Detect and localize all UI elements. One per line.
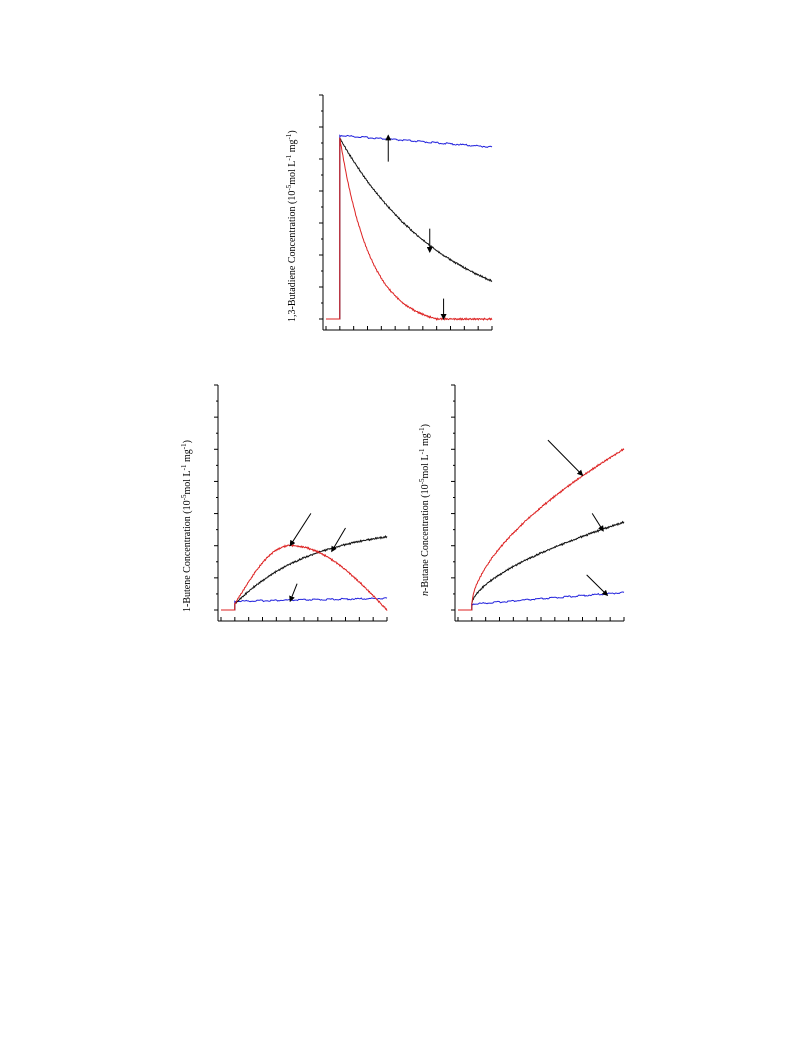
butene-chart: 1-Butene Concentration (10-5mol L-1 mg-1… <box>180 384 388 622</box>
butadiene-series-line <box>326 137 493 320</box>
butene-y-axis-label: 1-Butene Concentration (10-5mol L-1 mg-1… <box>180 440 193 612</box>
butadiene-chart: 1,3-Butadiene Concentration (10-5mol L-1… <box>285 94 493 331</box>
butene-annotation-arrow <box>331 527 346 553</box>
butane-series-line <box>458 448 625 611</box>
butane-chart: n-Butane Concentration (10-5mol L-1 mg-1… <box>418 384 625 622</box>
butene-series-line <box>221 535 388 611</box>
butene-annotation-arrow <box>289 513 312 547</box>
butene-series-line <box>221 543 388 611</box>
butane-annotation-arrow <box>547 439 584 476</box>
butane-annotation-arrow <box>586 574 609 597</box>
butadiene-series-line <box>326 137 493 321</box>
butane-annotation-arrow <box>591 513 604 532</box>
butadiene-y-axis-label: 1,3-Butadiene Concentration (10-5mol L-1… <box>285 130 298 322</box>
butane-series-line <box>458 520 625 611</box>
butane-y-axis-label: n-Butane Concentration (10-5mol L-1 mg-1… <box>418 424 431 596</box>
butene-annotation-arrow <box>289 583 298 603</box>
butadiene-series-line <box>326 134 493 320</box>
butene-series-line <box>221 597 388 611</box>
butane-series-line <box>458 591 625 611</box>
